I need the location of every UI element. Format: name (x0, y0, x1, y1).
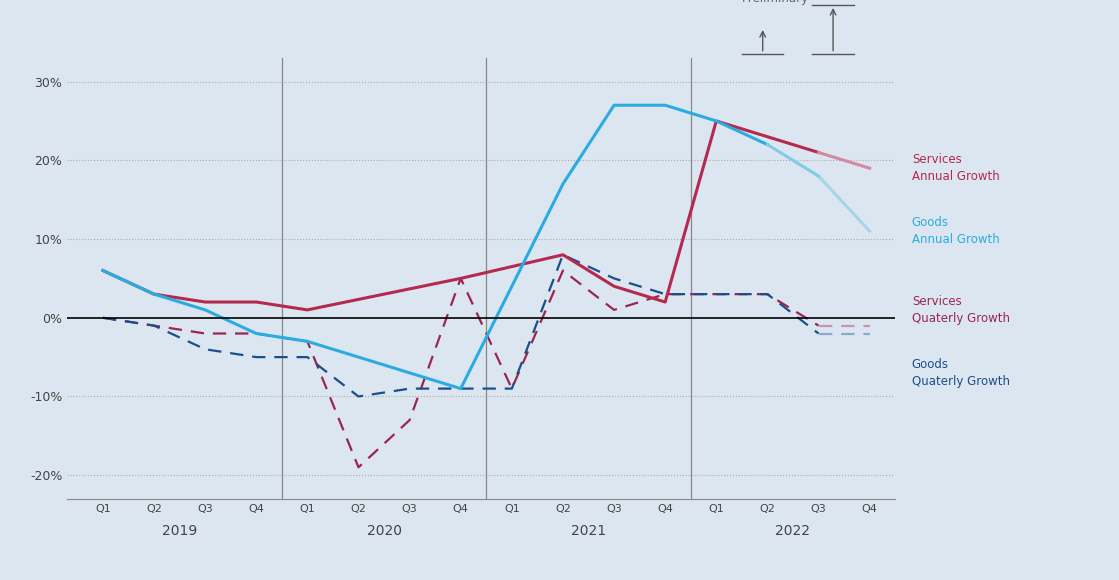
Text: 2022: 2022 (775, 524, 810, 538)
Text: Services
Quaterly Growth: Services Quaterly Growth (912, 295, 1009, 325)
Text: Goods
Annual Growth: Goods Annual Growth (912, 216, 999, 246)
Text: Services
Annual Growth: Services Annual Growth (912, 153, 999, 183)
Text: 2020: 2020 (367, 524, 402, 538)
Text: 2019: 2019 (162, 524, 197, 538)
Text: 2021: 2021 (571, 524, 606, 538)
Text: Goods
Quaterly Growth: Goods Quaterly Growth (912, 358, 1009, 388)
Text: Preliminary: Preliminary (742, 0, 809, 5)
